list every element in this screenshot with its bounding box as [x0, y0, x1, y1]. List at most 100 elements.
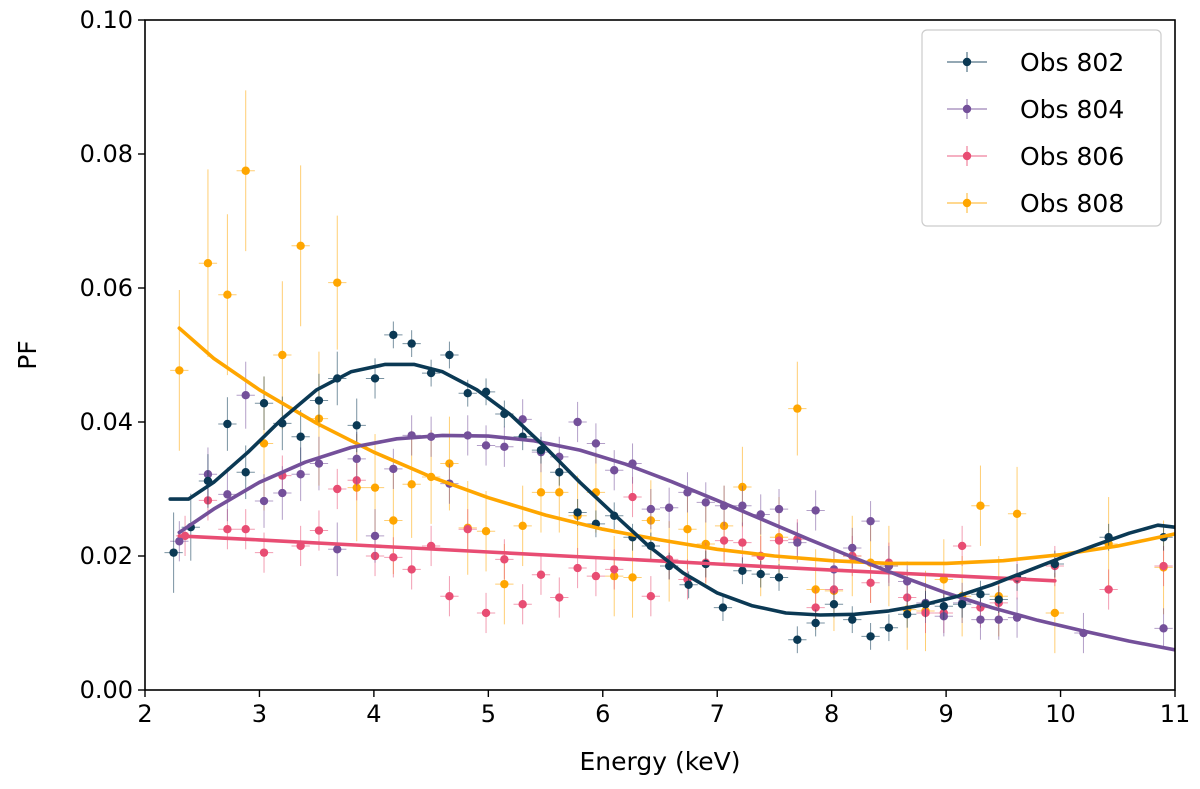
- y-tick-label: 0.00: [80, 676, 133, 704]
- data-point: [370, 483, 380, 492]
- data-point: [1159, 624, 1168, 633]
- data-point: [481, 441, 491, 450]
- data-point: [793, 404, 802, 413]
- data-point: [866, 578, 875, 587]
- x-axis: 2 3 4 5 6 7 8 9 10 11: [137, 690, 1190, 728]
- data-point: [738, 538, 747, 547]
- data-point: [175, 537, 184, 546]
- data-point: [939, 602, 949, 611]
- data-point: [223, 290, 232, 299]
- data-point: [610, 466, 619, 475]
- data-point: [701, 498, 710, 507]
- data-point: [314, 526, 324, 535]
- data-point: [591, 439, 601, 448]
- data-point: [848, 615, 857, 624]
- data-point: [1159, 561, 1168, 571]
- legend-entry: Obs 806: [947, 142, 1124, 171]
- legend-box: [921, 29, 1162, 227]
- legend-marker: [962, 57, 972, 67]
- data-point: [848, 543, 857, 553]
- data-point: [628, 573, 637, 582]
- data-point: [718, 603, 728, 612]
- legend-label: Obs 806: [1020, 142, 1124, 171]
- data-point: [555, 488, 564, 497]
- data-point: [1050, 608, 1060, 618]
- data-point: [994, 615, 1003, 624]
- legend-entry: Obs 804: [947, 95, 1124, 124]
- legend-label: Obs 802: [1020, 48, 1124, 77]
- data-point: [646, 504, 656, 514]
- data-point: [591, 571, 601, 581]
- data-point: [389, 464, 398, 474]
- x-tick-label: 7: [710, 700, 725, 728]
- data-point: [203, 259, 213, 268]
- data-point: [884, 623, 894, 632]
- data-point: [811, 603, 820, 612]
- data-point: [175, 366, 184, 375]
- data-point: [518, 600, 527, 609]
- legend-entry: Obs 802: [947, 48, 1124, 77]
- data-point: [500, 555, 509, 564]
- x-tick-label: 5: [481, 700, 496, 728]
- data-point: [811, 618, 820, 628]
- legend-entry: Obs 808: [947, 189, 1124, 218]
- data-point: [811, 506, 820, 515]
- data-point: [573, 508, 582, 517]
- series-points-obs-804: [170, 361, 1173, 654]
- data-point: [407, 339, 416, 348]
- data-point: [628, 492, 637, 502]
- legend-label: Obs 808: [1020, 189, 1124, 218]
- y-axis: 0.00 0.02 0.04 0.06 0.08 0.10: [80, 6, 145, 704]
- data-point: [610, 565, 619, 574]
- data-point: [389, 516, 398, 525]
- x-tick-label: 10: [1045, 700, 1076, 728]
- data-point: [445, 459, 454, 468]
- data-point: [259, 548, 269, 557]
- fit-curve-obs-802: [168, 362, 1175, 617]
- plot-frame: [144, 19, 1176, 691]
- data-point: [333, 278, 342, 287]
- data-point: [278, 488, 287, 498]
- data-point: [976, 501, 985, 510]
- data-point: [241, 391, 250, 400]
- data-point: [684, 580, 693, 590]
- legend-marker: [962, 198, 972, 208]
- x-tick-label: 9: [938, 700, 953, 728]
- legend-marker: [962, 151, 972, 161]
- legend: Obs 802 Obs 804 Obs 806 Obs 808: [921, 29, 1162, 227]
- data-point: [1104, 585, 1113, 594]
- data-point: [445, 350, 454, 360]
- data-point: [259, 439, 269, 448]
- data-point: [259, 496, 269, 506]
- data-point: [756, 569, 765, 579]
- legend-marker: [962, 104, 972, 114]
- data-point: [481, 608, 491, 618]
- data-point: [333, 545, 342, 554]
- x-tick-label: 2: [137, 700, 152, 728]
- data-point: [259, 399, 269, 408]
- data-point: [223, 525, 232, 534]
- data-point: [278, 350, 287, 360]
- data-point: [866, 516, 875, 526]
- y-tick-label: 0.02: [80, 542, 133, 570]
- series-points-obs-802: [164, 321, 1173, 654]
- fit-curve-obs-804: [177, 433, 1175, 652]
- y-axis-label: PF: [13, 340, 42, 369]
- data-point: [957, 541, 967, 551]
- y-tick-label: 0.10: [80, 6, 133, 34]
- data-point: [793, 538, 802, 547]
- data-point: [1012, 509, 1022, 518]
- y-tick-label: 0.06: [80, 274, 133, 302]
- data-point: [829, 600, 839, 609]
- y-tick-label: 0.08: [80, 140, 133, 168]
- data-point: [774, 536, 784, 545]
- data-point: [555, 593, 564, 602]
- data-point: [407, 565, 416, 574]
- fit-curve-obs-806: [177, 534, 1057, 583]
- fit-curve-obs-808: [177, 326, 1175, 566]
- data-point: [333, 484, 342, 494]
- data-point: [976, 615, 985, 624]
- data-point: [536, 570, 546, 579]
- data-point: [500, 579, 509, 589]
